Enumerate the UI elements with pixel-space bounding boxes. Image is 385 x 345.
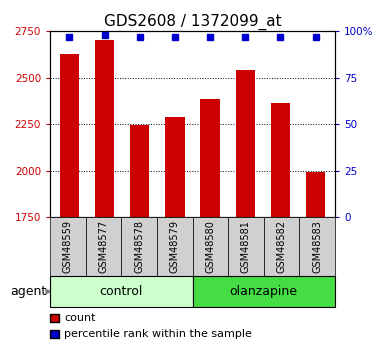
Text: GSM48580: GSM48580 xyxy=(205,220,215,273)
Bar xyxy=(271,103,290,217)
Text: GSM48583: GSM48583 xyxy=(312,220,322,273)
Text: GSM48559: GSM48559 xyxy=(63,220,73,273)
Text: GSM48581: GSM48581 xyxy=(241,220,251,273)
Text: agent: agent xyxy=(10,285,46,298)
Bar xyxy=(95,40,114,217)
Text: control: control xyxy=(100,285,143,298)
Title: GDS2608 / 1372099_at: GDS2608 / 1372099_at xyxy=(104,13,281,30)
Bar xyxy=(306,172,325,217)
Text: GSM48582: GSM48582 xyxy=(276,220,286,273)
Bar xyxy=(165,117,184,217)
Bar xyxy=(130,125,149,217)
Text: GSM48577: GSM48577 xyxy=(99,220,109,273)
Text: olanzapine: olanzapine xyxy=(230,285,298,298)
Text: count: count xyxy=(64,313,96,323)
Bar xyxy=(201,99,220,217)
Text: GSM48578: GSM48578 xyxy=(134,220,144,273)
Bar xyxy=(60,54,79,217)
Text: GSM48579: GSM48579 xyxy=(170,220,180,273)
Bar xyxy=(236,70,255,217)
Text: percentile rank within the sample: percentile rank within the sample xyxy=(64,329,252,339)
